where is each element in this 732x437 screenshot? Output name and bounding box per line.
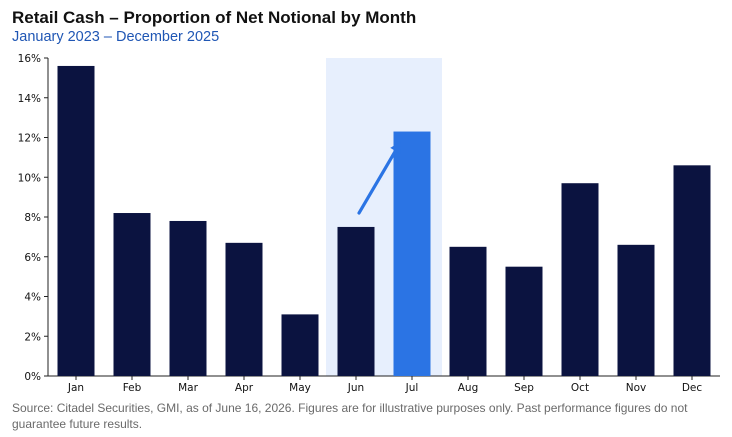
x-tick-label: Jun [347, 382, 364, 394]
x-tick-label: Jan [67, 382, 84, 394]
bar-nov [617, 244, 655, 376]
x-tick-label: Jul [405, 382, 419, 394]
x-tick-label: Sep [514, 382, 534, 394]
y-tick-label: 0% [24, 371, 41, 383]
x-tick-label: Apr [235, 382, 254, 394]
bar-jul [393, 131, 431, 376]
bar-chart: 0% 2% 4% 6% 8% 10% 12% 14% 16% Jan Feb Mar Apr May Ju… [18, 53, 720, 394]
x-tick-label: Nov [626, 382, 647, 394]
bar-jun [337, 226, 375, 376]
chart-subtitle: January 2023 – December 2025 [12, 29, 220, 45]
y-tick-label: 12% [18, 133, 41, 145]
x-tick-label: Feb [123, 382, 142, 394]
y-tick-label: 2% [24, 331, 41, 343]
bar-apr [225, 242, 263, 376]
chart-title: Retail Cash – Proportion of Net Notional… [12, 8, 417, 27]
bar-mar [169, 220, 207, 376]
bar-may [281, 314, 319, 376]
bar-sep [505, 266, 543, 376]
arrow-head [390, 141, 401, 154]
y-tick-label: 4% [24, 292, 41, 304]
arrow-shaft [357, 149, 398, 215]
bar-oct [561, 183, 599, 376]
x-tick-label: Oct [571, 382, 589, 394]
y-tick-label: 16% [18, 53, 41, 65]
bar-jan [57, 65, 95, 376]
bar-feb [113, 213, 151, 376]
bar-aug [449, 246, 487, 376]
y-tick-label: 8% [24, 212, 41, 224]
bar-dec [673, 165, 711, 376]
x-tick-label: Aug [458, 382, 479, 394]
y-tick-label: 10% [18, 172, 41, 184]
x-tick-label: Dec [682, 382, 703, 394]
y-tick-label: 6% [24, 252, 41, 264]
y-tick-label: 14% [18, 93, 41, 105]
x-tick-label: Mar [178, 382, 198, 394]
x-tick-label: May [289, 382, 311, 394]
source-footnote: Source: Citadel Securities, GMI, as of J… [12, 401, 688, 431]
